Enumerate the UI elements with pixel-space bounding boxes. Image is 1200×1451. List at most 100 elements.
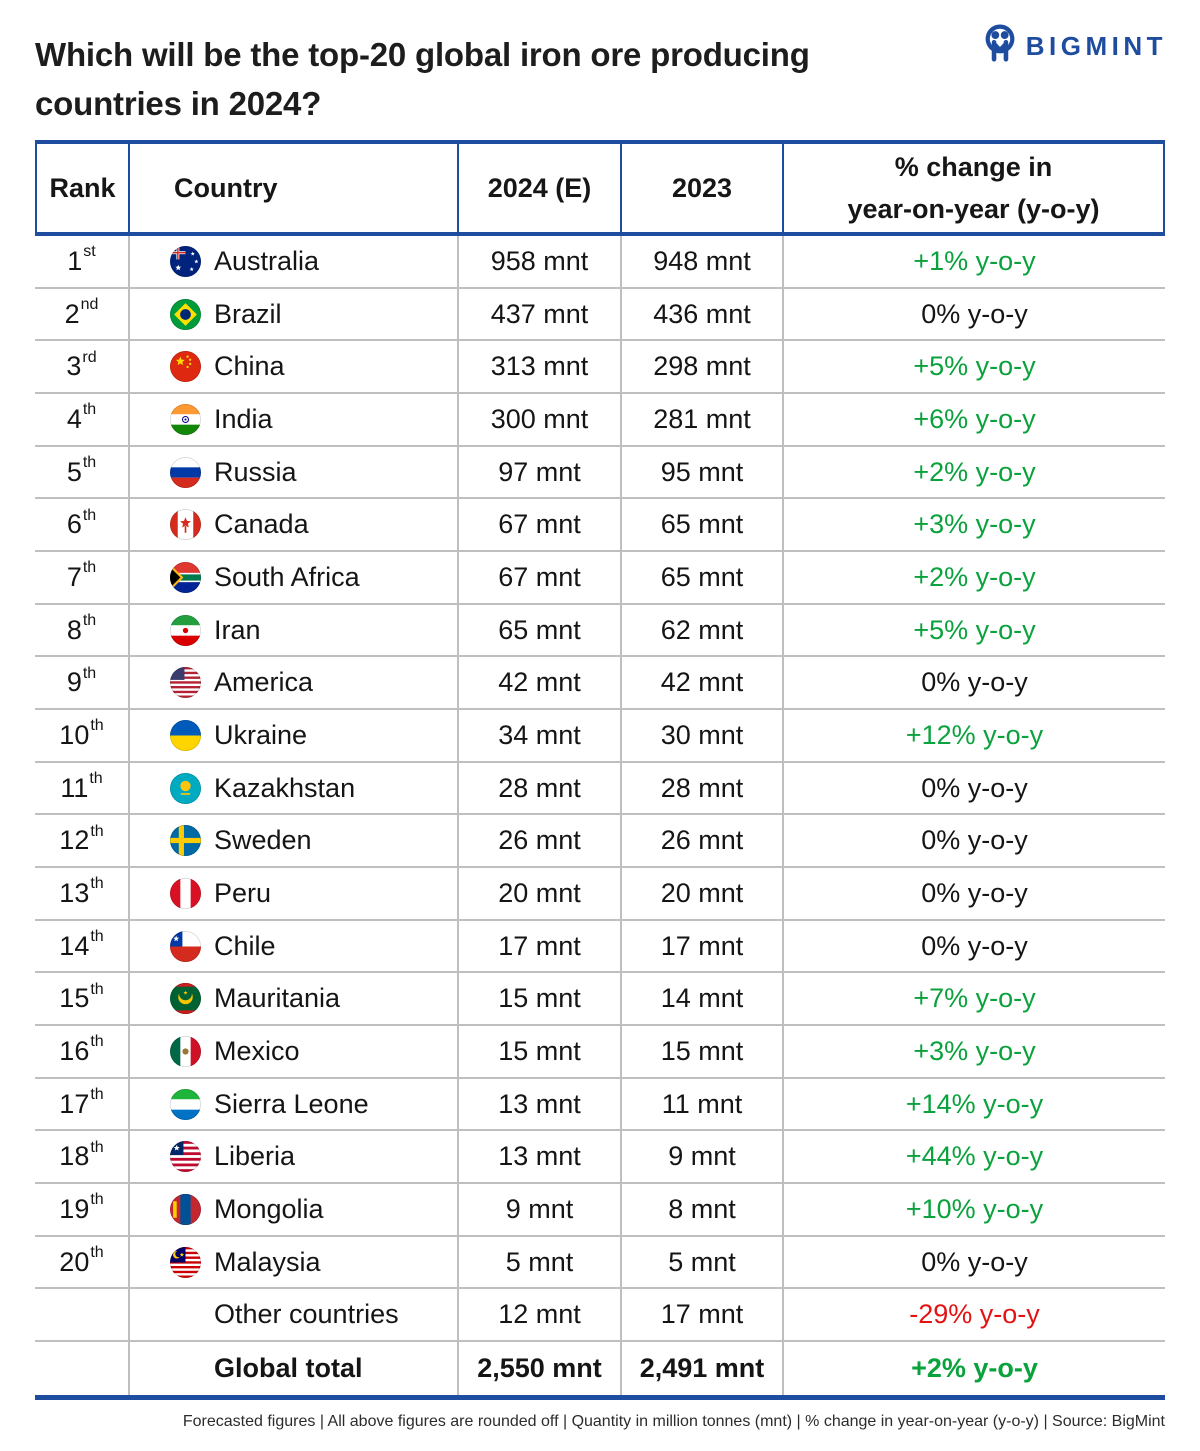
value-2023-cell: 436 mnt	[622, 288, 784, 340]
country-name: America	[214, 667, 314, 698]
change-cell: +2% y-o-y	[913, 561, 1036, 592]
value-2023-cell: 11 mnt	[622, 1078, 784, 1130]
page-title-line1: Which will be the top-20 global iron ore…	[35, 36, 810, 73]
rank-ordinal-suffix: th	[82, 506, 97, 524]
country-name: Mexico	[214, 1035, 300, 1066]
rank-ordinal-suffix: th	[90, 717, 104, 735]
rank-ordinal-suffix: th	[82, 612, 97, 630]
change-cell: +12% y-o-y	[905, 719, 1044, 750]
rank-number: 4	[66, 403, 82, 434]
country-flag-icon	[170, 1193, 201, 1225]
footnote: Forecasted figures | All above figures a…	[182, 1413, 1165, 1430]
country-cell: Sierra Leone	[130, 1078, 459, 1130]
country-name: Australia	[214, 245, 320, 276]
country-name: Liberia	[214, 1141, 296, 1172]
column-header-change-line1: % change in	[894, 152, 1053, 182]
bigmint-logo-text: BIGMINT	[1025, 31, 1167, 61]
rank-number: 19	[59, 1193, 90, 1224]
value-2023-cell: 65 mnt	[622, 499, 784, 551]
table-header-row: Rank Country 2024 (E) 2023 % change in y…	[35, 144, 1165, 236]
rank-cell	[35, 1289, 130, 1341]
rank-number: 20	[59, 1246, 90, 1277]
column-header-country: Country	[130, 144, 459, 232]
rank-number: 13	[59, 877, 90, 908]
value-2023-cell: 42 mnt	[622, 657, 784, 709]
country-flag-icon	[170, 825, 201, 857]
country-flag-icon	[170, 351, 201, 383]
country-cell: Kazakhstan	[130, 762, 459, 814]
value-2024-cell: 15 mnt	[459, 1026, 622, 1077]
rank-ordinal-suffix: th	[90, 1033, 104, 1051]
rank-number: 5	[66, 456, 82, 487]
country-cell: Malaysia	[130, 1236, 459, 1288]
value-2024-cell: 2,550 mnt	[459, 1342, 622, 1395]
production-table: Rank Country 2024 (E) 2023 % change in y…	[35, 140, 1165, 1400]
rank-ordinal-suffix: th	[89, 770, 103, 788]
country-name: Global total	[214, 1352, 363, 1383]
rank-number: 12	[59, 825, 90, 856]
rank-number: 18	[59, 1141, 90, 1172]
rank-number: 8	[66, 614, 82, 645]
value-2024-cell: 42 mnt	[459, 657, 622, 709]
country-name: Malaysia	[214, 1246, 321, 1277]
country-cell: Mauritania	[130, 973, 459, 1025]
value-2023-cell: 5 mnt	[622, 1236, 784, 1288]
country-cell: Liberia	[130, 1131, 459, 1183]
rank-ordinal-suffix: th	[82, 559, 97, 577]
rank-ordinal-suffix: st	[83, 243, 96, 261]
value-2023-cell: 8 mnt	[622, 1184, 784, 1235]
bigmint-logo-icon	[983, 22, 1017, 71]
column-header-2023: 2023	[622, 144, 784, 232]
rank-ordinal-suffix: th	[90, 928, 104, 946]
value-2023-cell: 62 mnt	[622, 604, 784, 656]
country-cell: America	[130, 657, 459, 709]
rank-ordinal-suffix: th	[82, 401, 97, 419]
rank-number: 15	[59, 983, 90, 1014]
country-name: Mauritania	[214, 983, 341, 1014]
value-2024-cell: 67 mnt	[459, 552, 622, 603]
rank-ordinal-suffix: th	[82, 664, 97, 682]
change-cell: +44% y-o-y	[905, 1141, 1044, 1172]
change-cell: +14% y-o-y	[905, 1088, 1044, 1119]
country-cell: Global total	[130, 1342, 459, 1395]
value-2024-cell: 437 mnt	[459, 288, 622, 340]
country-cell: Ukraine	[130, 710, 459, 761]
value-2024-cell: 9 mnt	[459, 1184, 622, 1235]
country-cell: China	[130, 341, 459, 393]
column-header-2024: 2024 (E)	[459, 144, 622, 232]
value-2024-cell: 12 mnt	[459, 1289, 622, 1341]
rank-number: 6	[66, 509, 82, 540]
country-name: Peru	[214, 877, 272, 908]
bigmint-logo: BIGMINT	[983, 22, 1167, 71]
value-2023-cell: 26 mnt	[622, 815, 784, 867]
value-2023-cell: 20 mnt	[622, 868, 784, 919]
country-name: Sierra Leone	[214, 1088, 369, 1119]
country-cell: Iran	[130, 604, 459, 656]
value-2024-cell: 17 mnt	[459, 920, 622, 972]
country-flag-icon	[170, 877, 201, 909]
country-cell: Peru	[130, 868, 459, 919]
page-title: Which will be the top-20 global iron ore…	[35, 30, 930, 128]
country-cell: Russia	[130, 446, 459, 498]
country-cell: Mexico	[130, 1026, 459, 1077]
